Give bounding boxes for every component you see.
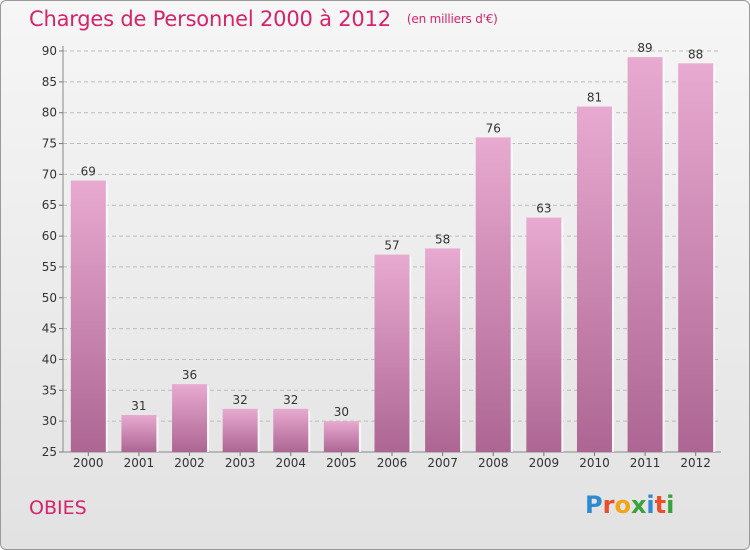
data-label: 63 xyxy=(536,202,551,216)
y-tick-label: 35 xyxy=(42,383,57,397)
title-text: Charges de Personnel 2000 à 2012 xyxy=(29,7,391,31)
y-tick-label: 70 xyxy=(42,167,57,181)
data-label: 81 xyxy=(587,91,602,105)
y-tick-label: 90 xyxy=(42,44,57,58)
axes: 25 30 35 40 45 50 55 60 65 70 75 80 85 90 2000 2001 2002… xyxy=(42,44,721,470)
y-tick-label: 60 xyxy=(42,229,57,243)
data-label: 69 xyxy=(81,165,96,179)
data-label: 88 xyxy=(688,47,703,61)
x-tick-label: 2010 xyxy=(579,456,610,470)
y-tick-label: 50 xyxy=(42,291,57,305)
x-tick-label: 2006 xyxy=(377,456,408,470)
data-label: 30 xyxy=(334,405,349,419)
x-tick-label: 2000 xyxy=(73,456,104,470)
x-tick-label: 2008 xyxy=(478,456,509,470)
bar xyxy=(121,414,157,452)
x-tick-label: 2002 xyxy=(174,456,205,470)
proxiti-logo: Proxiti xyxy=(585,491,675,519)
bar xyxy=(323,421,359,452)
x-tick-label: 2012 xyxy=(680,456,711,470)
data-label: 31 xyxy=(131,399,146,413)
x-tick-label: 2011 xyxy=(630,456,661,470)
y-tick-label: 55 xyxy=(42,260,57,274)
bar xyxy=(526,217,562,452)
y-tick-label: 45 xyxy=(42,322,57,336)
chart-subtitle: (en milliers d'€) xyxy=(406,12,498,26)
y-tick-label: 75 xyxy=(42,137,57,151)
bar xyxy=(678,63,714,452)
x-tick-label: 2004 xyxy=(275,456,306,470)
bars xyxy=(70,57,716,453)
x-tick-label: 2007 xyxy=(427,456,458,470)
data-label: 76 xyxy=(486,121,501,135)
bar xyxy=(70,180,106,453)
data-label: 36 xyxy=(182,368,197,382)
chart-title: Charges de Personnel 2000 à 2012 (en mill… xyxy=(29,7,498,31)
bar xyxy=(425,248,461,452)
y-tick-label: 65 xyxy=(42,198,57,212)
y-tick-label: 80 xyxy=(42,106,57,120)
data-label: 57 xyxy=(384,239,399,253)
commune-name: OBIES xyxy=(29,497,87,519)
y-tick-label: 30 xyxy=(42,414,57,428)
y-tick-label: 40 xyxy=(42,352,57,366)
bar xyxy=(222,408,258,452)
x-tick-label: 2001 xyxy=(124,456,155,470)
data-label: 58 xyxy=(435,232,450,246)
data-label: 32 xyxy=(233,393,248,407)
bar xyxy=(273,408,309,452)
x-tick-label: 2005 xyxy=(326,456,357,470)
data-label: 32 xyxy=(283,393,298,407)
x-tick-label: 2009 xyxy=(529,456,560,470)
data-label: 89 xyxy=(637,41,652,55)
y-tick-label: 25 xyxy=(42,445,57,459)
x-tick-label: 2003 xyxy=(225,456,256,470)
y-tick-label: 85 xyxy=(42,75,57,89)
bar xyxy=(172,384,208,452)
bar xyxy=(576,106,612,453)
value-labels: 69 31 36 32 32 30 57 58 76 63 81 89 88 xyxy=(81,41,704,419)
bar xyxy=(475,137,511,452)
bar xyxy=(627,57,663,453)
bar xyxy=(374,254,410,452)
